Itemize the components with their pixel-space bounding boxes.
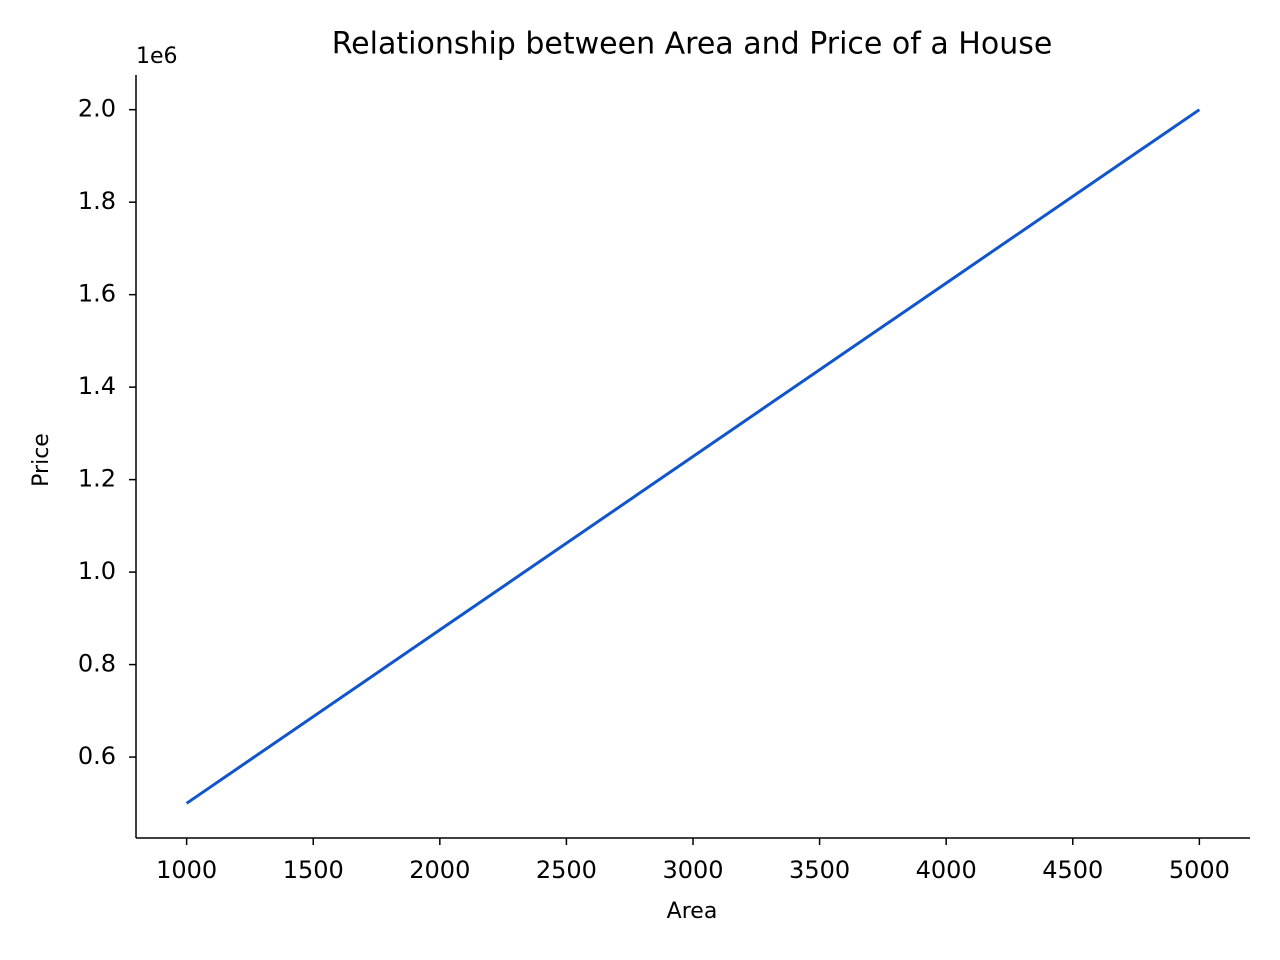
x-tick-label: 5000 (1169, 856, 1230, 884)
y-tick-label: 1.4 (78, 372, 116, 400)
y-axis-label: Price (29, 433, 54, 487)
x-tick-label: 2000 (409, 856, 470, 884)
y-offset-label: 1e6 (136, 44, 178, 69)
x-tick-label: 1500 (283, 856, 344, 884)
x-tick-label: 2500 (536, 856, 597, 884)
x-tick-label: 4500 (1042, 856, 1103, 884)
y-tick-label: 1.6 (78, 280, 116, 308)
x-tick-label: 1000 (156, 856, 217, 884)
line-series (185, 108, 1201, 805)
y-tick-label: 2.0 (78, 95, 116, 123)
chart-title: Relationship between Area and Price of a… (332, 27, 1053, 62)
x-tick-label: 3500 (789, 856, 850, 884)
y-tick-label: 0.8 (78, 650, 116, 678)
y-tick-label: 0.6 (78, 742, 116, 770)
x-tick-label: 4000 (916, 856, 977, 884)
x-axis-label: Area (667, 899, 718, 924)
y-tick-label: 1.8 (78, 187, 116, 215)
y-tick-label: 1.2 (78, 465, 116, 493)
y-tick-label: 1.0 (78, 557, 116, 585)
x-tick-label: 3000 (662, 856, 723, 884)
